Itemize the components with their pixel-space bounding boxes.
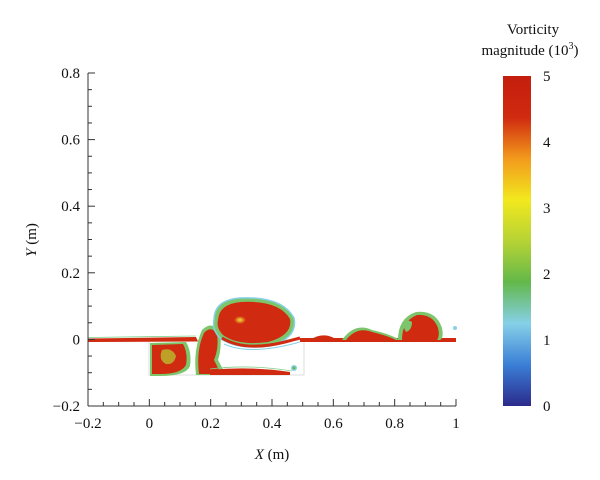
y-tick-label: −0.2 <box>53 399 80 415</box>
shed-vortex-tail <box>221 336 301 348</box>
y-tick-label: 0.8 <box>61 66 80 82</box>
cavity-vortex-right-core <box>198 329 221 374</box>
cavity-floor-edge <box>209 366 293 372</box>
y-tick-label: 0.4 <box>61 199 80 215</box>
x-tick-label: 0.8 <box>385 416 404 432</box>
colorbar: Vorticity magnitude (103) 0 1 2 3 4 5 <box>481 22 578 415</box>
x-tick-label: −0.2 <box>74 416 101 432</box>
x-tick-label: 0 <box>146 416 154 432</box>
shed-vortex-core <box>217 301 291 344</box>
y-tick-label: 0.6 <box>61 133 80 149</box>
cavity-vortex-left-eye <box>160 349 176 365</box>
colorbar-ticks: 0 1 2 3 4 5 <box>543 69 551 415</box>
shear-layer-upstream-edge <box>87 335 197 338</box>
y-axis-label: Y (m) <box>24 223 40 257</box>
x-tick-label: 1 <box>452 416 460 432</box>
cavity-small-eddy-core <box>292 366 296 370</box>
colorbar-tick-label: 0 <box>543 399 551 415</box>
x-tick-label: 0.2 <box>201 416 220 432</box>
colorbar-tick-label: 4 <box>543 135 551 151</box>
colorbar-tick-label: 3 <box>543 201 551 217</box>
downstream-vortex-eye <box>403 320 412 332</box>
downstream-vortex-core <box>402 314 439 340</box>
shed-vortex-tail-edge <box>223 341 301 351</box>
x-tick-label: 0.6 <box>324 416 343 432</box>
cavity-floor-layer <box>210 368 290 375</box>
vorticity-field <box>87 297 457 376</box>
colorbar-title-line1: Vorticity <box>507 22 560 38</box>
y-axis-ticks: −0.2 0 0.2 0.4 0.6 0.8 <box>53 66 95 415</box>
downstream-wave-2-core <box>346 330 396 340</box>
outlet-eddy <box>453 326 457 330</box>
colorbar-tick-label: 5 <box>543 69 551 85</box>
colorbar-tick-label: 1 <box>543 333 551 349</box>
x-axis-ticks: −0.2 0 0.2 0.4 0.6 0.8 1 <box>74 399 460 432</box>
colorbar-title-line2: magnitude (103) <box>481 41 578 59</box>
shed-vortex-peak <box>234 316 246 324</box>
colorbar-tick-label: 2 <box>543 267 551 283</box>
y-tick-label: 0.2 <box>61 266 80 282</box>
shear-layer-upstream <box>88 337 198 342</box>
axes-frame <box>87 73 456 407</box>
downstream-wave-1 <box>310 335 338 340</box>
plot-area: −0.2 0 0.2 0.4 0.6 0.8 1 −0.2 0 0.2 0.4 0.6 0.8 X (… <box>24 66 460 463</box>
y-tick-label: 0 <box>73 332 81 348</box>
colorbar-gradient <box>503 76 531 406</box>
x-axis-label: X (m) <box>254 447 290 463</box>
x-tick-label: 0.4 <box>263 416 282 432</box>
